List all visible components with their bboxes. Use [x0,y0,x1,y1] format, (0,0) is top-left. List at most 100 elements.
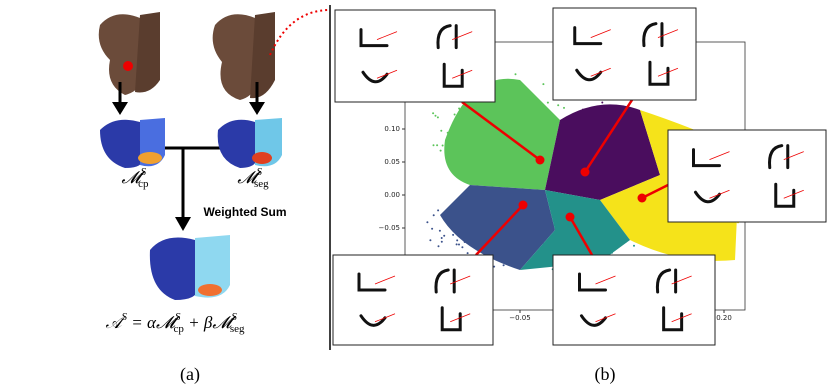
direction-line [376,69,398,79]
sup: S [256,166,262,178]
shape-sketch [359,28,389,48]
weighted-sum: Weighted Sum [203,205,286,219]
direction-line [590,67,611,77]
shape-sketch [774,182,796,208]
inset [334,9,496,103]
shape-sketch [434,268,456,294]
direction-line [452,31,473,40]
shape-sketch [440,306,462,332]
shape-sketch [359,314,387,327]
dot [437,245,440,248]
pointers [461,99,669,256]
dot [426,221,429,224]
sup: S [175,311,181,323]
dot [438,229,441,232]
x-tick-label: −0.05 [509,314,530,322]
shape-sketch [648,60,670,86]
formula: 𝒜S = α𝓜S cp + β𝓜S seg [105,311,245,335]
inset-frame [552,7,697,101]
inset [332,254,494,346]
dot [633,244,635,247]
symbol: 𝓜 [237,168,261,187]
direction-line [450,275,471,285]
dot [514,73,517,76]
part: 𝒜 [105,313,126,332]
dot [546,101,549,104]
direction-line [450,313,471,323]
shape-sketch [768,144,790,170]
dot [436,116,439,119]
direction-line [709,151,730,160]
dot [458,243,460,246]
caption-a: (a) [180,364,200,385]
shape-sketch [357,272,387,292]
inset-frame [552,254,716,346]
direction-line [595,275,616,285]
direction-line [595,313,616,323]
cp-label: 𝓜S cp [122,166,149,190]
direction-line [374,313,396,323]
dot [440,237,443,239]
dot [440,129,443,132]
seg-label: 𝓜S seg [237,166,269,190]
mesh-heatmaps [100,118,282,300]
caption-b: (b) [595,364,616,385]
mesh-input [98,12,275,101]
dot [456,239,459,242]
dot [429,239,432,242]
sub: cp [173,323,184,335]
direction-line [452,69,473,79]
dot [431,227,434,230]
dot [493,265,496,268]
dot [455,243,458,246]
shape-sketch [580,314,607,327]
direction-line [374,275,396,285]
dot [461,246,464,249]
dot [440,240,443,243]
shape-sketch [578,272,607,292]
shape-sketch [436,24,458,50]
dot [432,112,435,115]
direction-line [671,275,692,285]
sub: seg [230,323,245,335]
x-tick-label: 0.20 [716,314,732,322]
shape-sketch [573,26,603,46]
inset-frame [667,129,827,223]
dot [466,252,469,255]
y-tick-label: −0.05 [379,224,400,232]
dot [453,113,456,116]
inset [667,129,827,223]
dot [432,214,435,217]
direction-line [709,189,730,199]
shape-sketch [655,268,678,294]
direction-line [657,29,679,38]
sub: seg [254,178,269,190]
inset [552,254,716,346]
y-tick-label: 0.05 [384,158,400,166]
y-tick-label: 0.10 [384,125,400,133]
ticks: 0.10 0.05 0.00 −0.05 −0.05 0.20 [379,125,732,322]
part: + β𝓜 [184,313,236,332]
direction-line [376,31,398,40]
dot [443,234,446,237]
part: = α𝓜 [127,313,180,332]
dot [437,209,440,212]
dot [557,104,560,107]
dot [601,101,604,104]
dot [436,144,439,147]
sup: S [231,311,237,323]
dot [434,114,437,117]
symbol: 𝓜 [122,168,146,187]
shape-sketch [642,22,664,48]
sup: S [141,166,147,178]
dot [452,233,455,236]
shape-sketch [692,148,721,168]
inset [552,7,697,101]
dot [432,144,435,147]
zoom-link [269,9,331,56]
direction-line [783,189,804,199]
dot [441,144,444,147]
direction-line [590,29,611,38]
shape-sketch [361,70,389,84]
